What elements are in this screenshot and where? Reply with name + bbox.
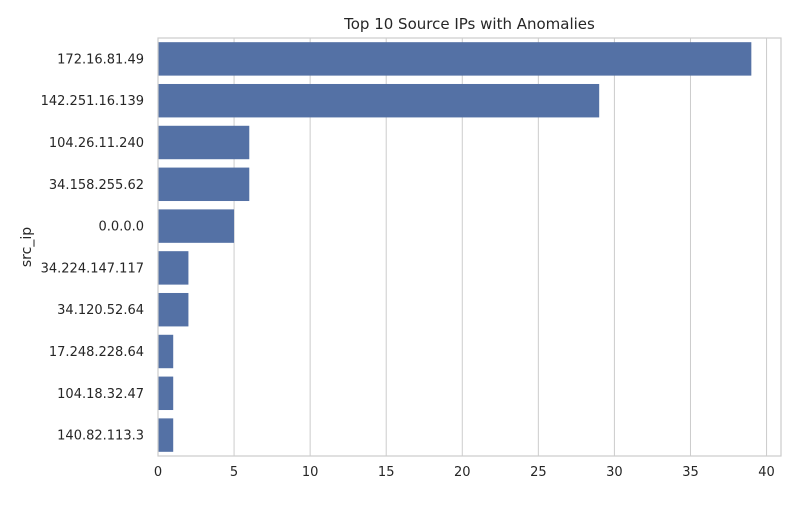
plot-frame bbox=[157, 37, 782, 457]
x-tick-labels: 0 5 10 15 20 25 30 35 40 bbox=[154, 465, 775, 480]
y-tick-label: 34.120.52.64 bbox=[57, 303, 144, 318]
y-tick-label: 34.224.147.117 bbox=[41, 261, 144, 276]
y-tick-label: 140.82.113.3 bbox=[57, 429, 144, 444]
bar bbox=[158, 42, 752, 76]
y-tick-label: 34.158.255.62 bbox=[49, 178, 144, 193]
bar bbox=[158, 209, 235, 243]
bar bbox=[158, 334, 174, 369]
bar bbox=[158, 125, 250, 160]
bar bbox=[158, 83, 600, 118]
x-tick-label: 20 bbox=[454, 465, 471, 480]
bar bbox=[158, 376, 174, 411]
y-tick-label: 17.248.228.64 bbox=[49, 345, 144, 360]
x-tick-label: 35 bbox=[682, 465, 699, 480]
y-tick-label: 0.0.0.0 bbox=[99, 220, 144, 235]
x-tick-label: 10 bbox=[302, 465, 319, 480]
x-tick-label: 40 bbox=[758, 465, 775, 480]
x-tick-label: 5 bbox=[230, 465, 238, 480]
x-tick-label: 0 bbox=[154, 465, 162, 480]
bar bbox=[158, 251, 189, 285]
y-axis-label: src_ip bbox=[19, 227, 35, 267]
y-tick-label: 104.18.32.47 bbox=[57, 387, 144, 402]
bars bbox=[158, 42, 752, 452]
y-tick-label: 104.26.11.240 bbox=[49, 136, 144, 151]
bar bbox=[158, 167, 250, 202]
x-tick-label: 15 bbox=[378, 465, 395, 480]
chart-title: Top 10 Source IPs with Anomalies bbox=[343, 15, 595, 33]
y-tick-labels: 172.16.81.49 142.251.16.139 104.26.11.240 3… bbox=[41, 52, 144, 443]
y-tick-label: 172.16.81.49 bbox=[57, 52, 144, 67]
y-tick-label: 142.251.16.139 bbox=[41, 94, 144, 109]
bar bbox=[158, 418, 174, 452]
x-tick-label: 30 bbox=[606, 465, 623, 480]
bar bbox=[158, 292, 189, 327]
x-tick-label: 25 bbox=[530, 465, 547, 480]
